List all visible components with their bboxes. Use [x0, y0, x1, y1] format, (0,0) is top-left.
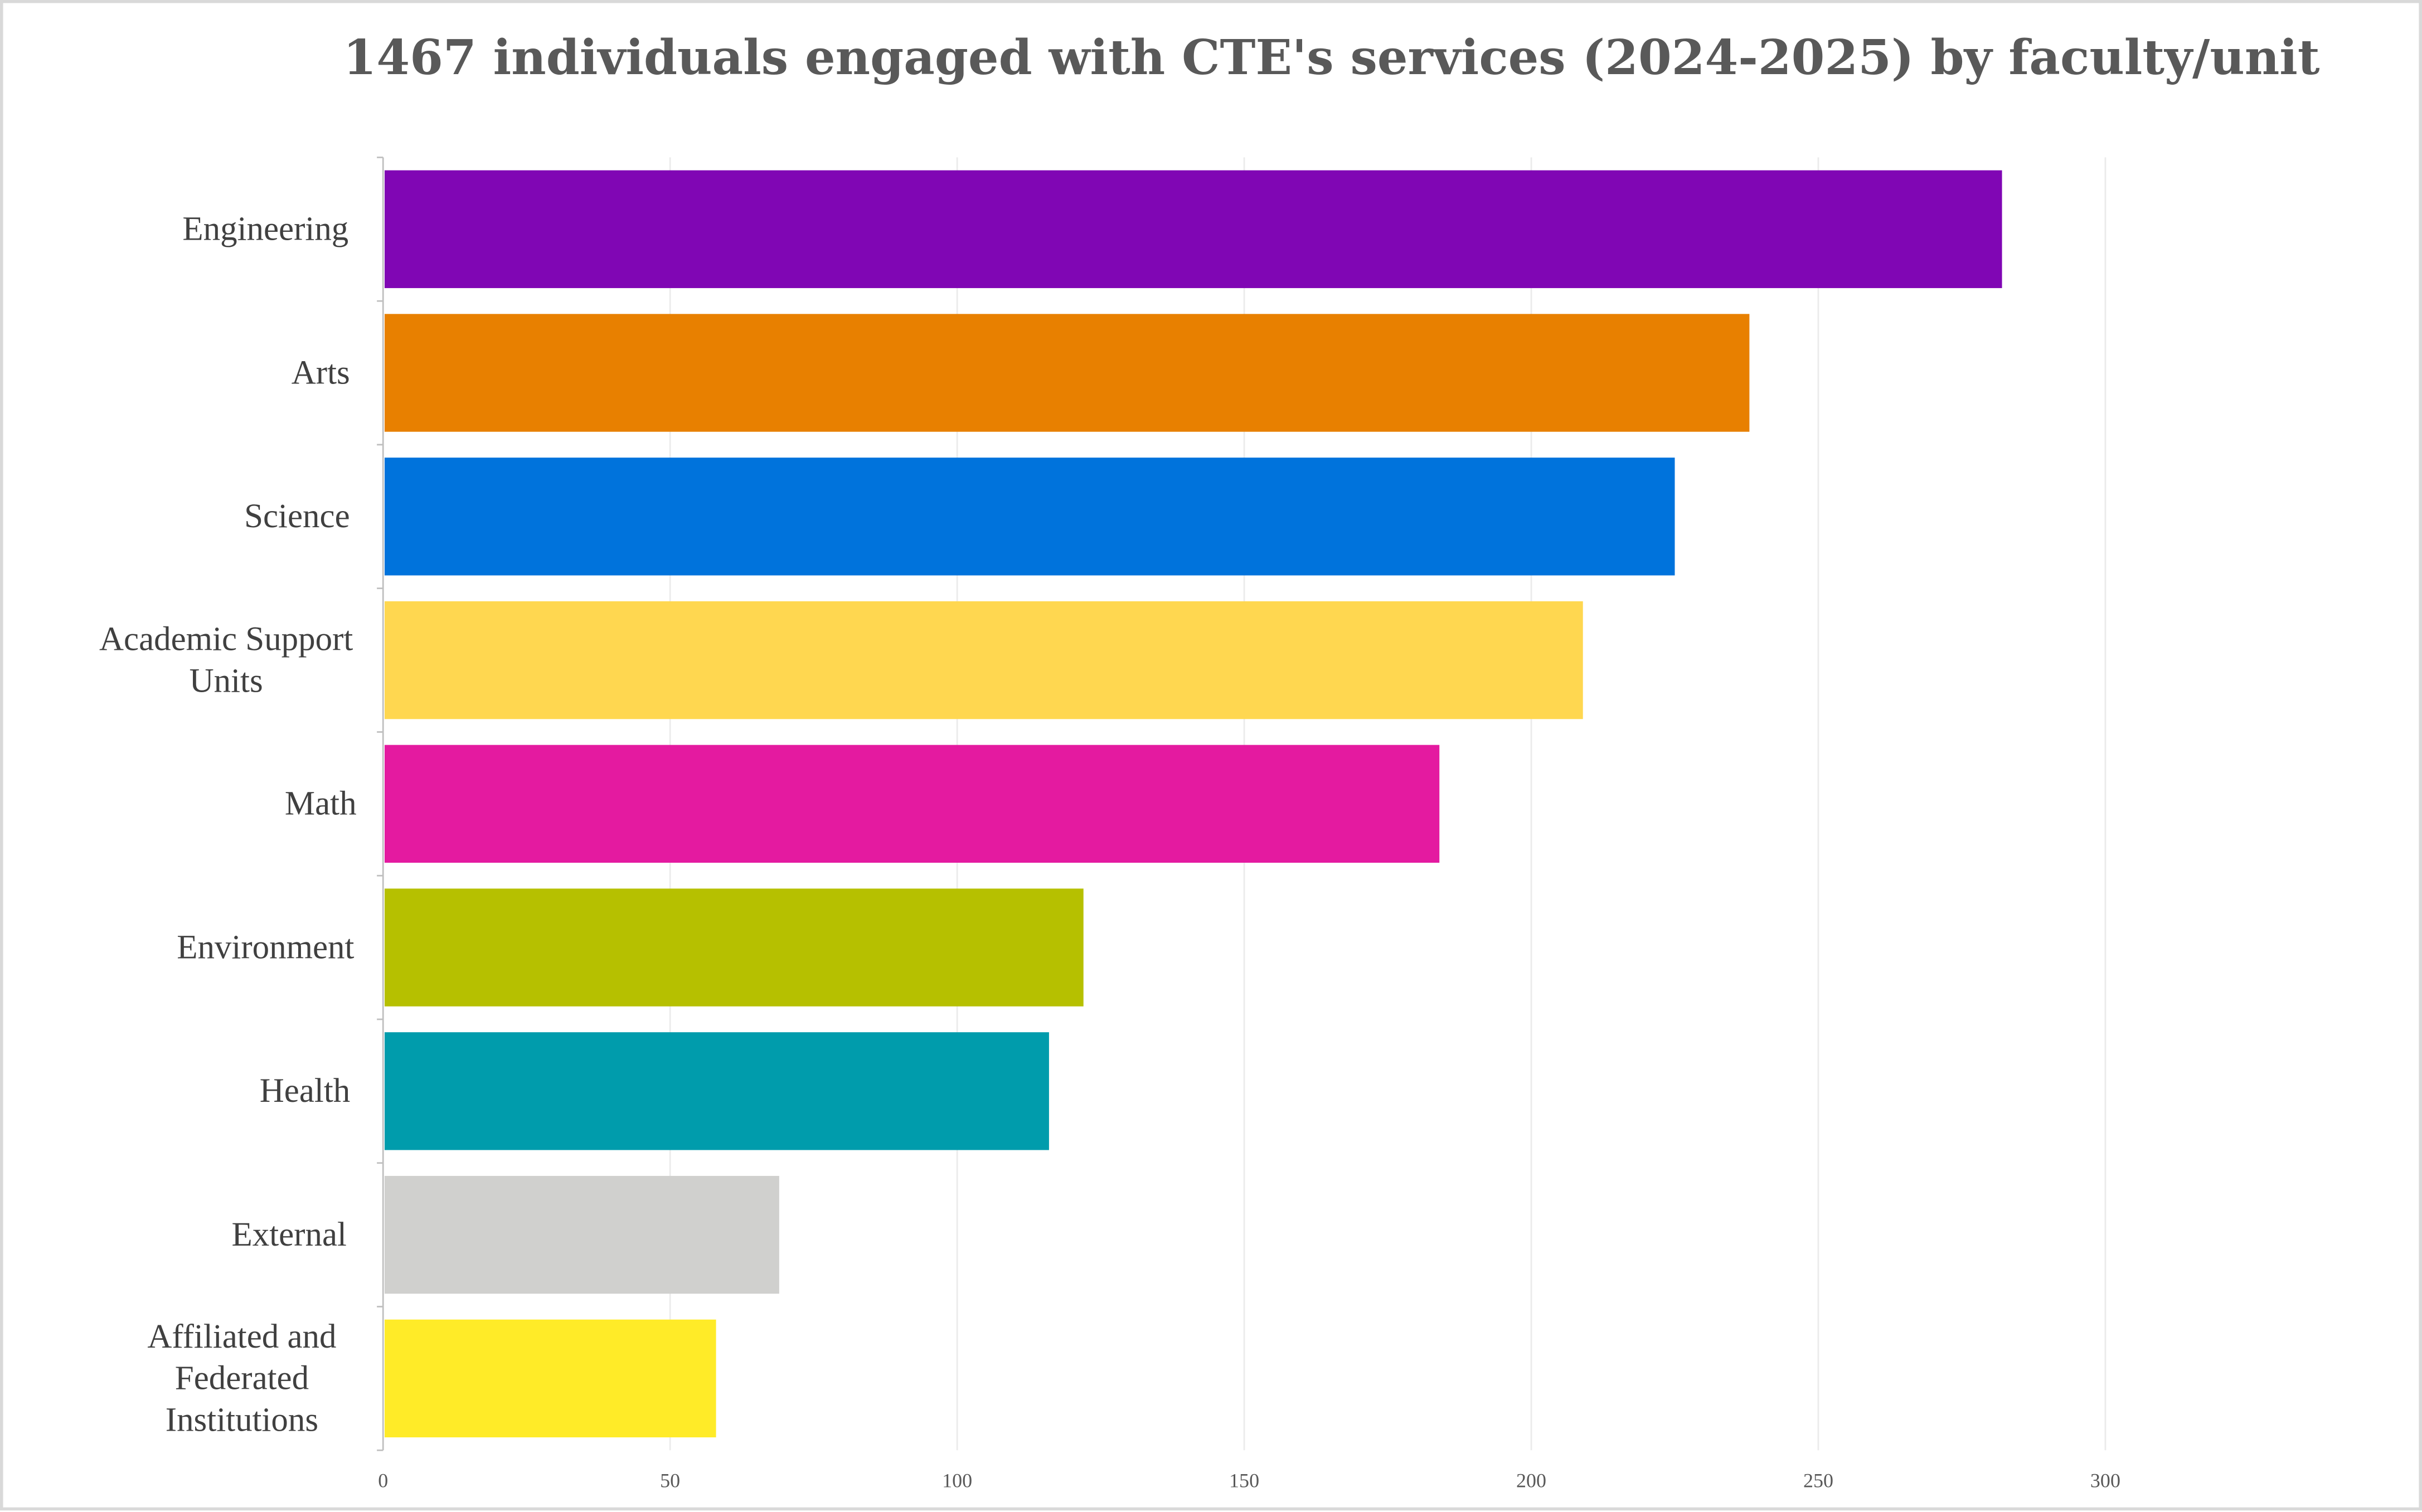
category-label: Environment — [177, 928, 354, 966]
category-label: Engineering — [182, 211, 348, 248]
category-label: Academic Support Units — [99, 621, 353, 700]
category-label: Math — [285, 785, 357, 823]
bar-engineering — [384, 170, 2002, 288]
bar-science — [384, 458, 1675, 576]
x-tick-label: 300 — [2090, 1470, 2120, 1492]
bar-affiliated-and-federated-institutions — [384, 1319, 716, 1438]
x-tick-labels: 0 50 100 150 200 250 300 — [378, 1470, 2120, 1492]
bar-environment — [384, 888, 1084, 1007]
x-tick-label: 50 — [660, 1470, 680, 1492]
bar-health — [384, 1032, 1049, 1150]
category-label: External — [232, 1216, 347, 1253]
category-label: Affiliated and Federated Institutions — [147, 1318, 336, 1438]
bars — [384, 170, 2002, 1438]
category-label: Health — [260, 1072, 350, 1110]
x-tick-label: 200 — [1516, 1470, 1546, 1492]
x-tick-label: 100 — [942, 1470, 972, 1492]
chart-title: 1467 individuals engaged with CTE's serv… — [343, 30, 2320, 86]
bar-math — [384, 745, 1440, 863]
bar-external — [384, 1175, 779, 1294]
category-label: Science — [244, 498, 350, 535]
x-tick-label: 0 — [378, 1470, 388, 1492]
bar-academic-support-units — [384, 601, 1583, 719]
category-label: Arts — [292, 354, 350, 391]
x-tick-label: 250 — [1803, 1470, 1833, 1492]
bar-arts — [384, 314, 1750, 432]
x-tick-label: 150 — [1229, 1470, 1259, 1492]
category-labels: Engineering Arts Science Academic Support Un… — [99, 211, 357, 1439]
